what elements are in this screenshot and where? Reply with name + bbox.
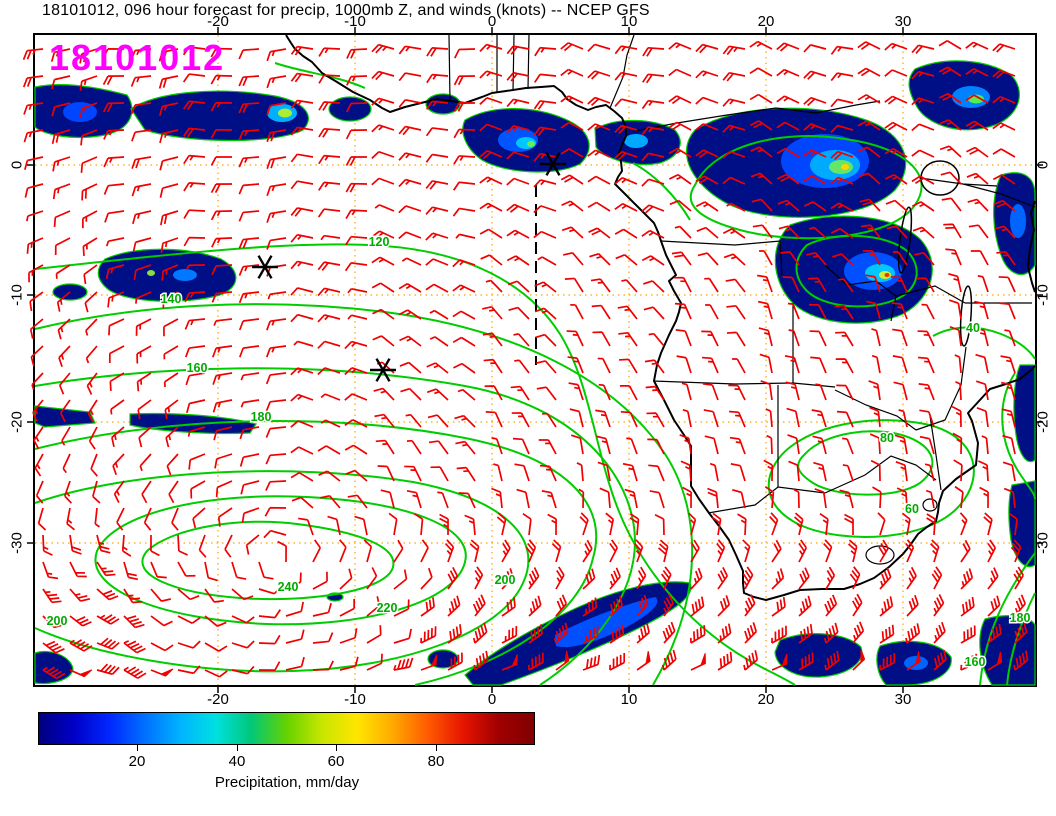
init-time-stamp: 18101012 bbox=[49, 37, 226, 78]
svg-text:180: 180 bbox=[251, 410, 272, 424]
svg-text:120: 120 bbox=[369, 235, 390, 249]
contour-240 bbox=[141, 520, 395, 601]
colorbar-tick-label: 80 bbox=[427, 753, 445, 770]
lon-tick-top: 10 bbox=[620, 13, 638, 30]
border-line bbox=[660, 240, 783, 276]
contour-200 bbox=[34, 470, 530, 673]
border-line bbox=[512, 34, 515, 92]
lon-tick-bottom: 30 bbox=[894, 691, 912, 708]
colorbar-tick-mark bbox=[237, 745, 238, 751]
precip-blob bbox=[1008, 480, 1036, 568]
contour-east-coast bbox=[1001, 372, 1036, 500]
border-line bbox=[824, 455, 937, 494]
contour-160-se bbox=[979, 552, 1036, 686]
colorbar-tick-label: 60 bbox=[327, 753, 345, 770]
precip-blob bbox=[97, 248, 237, 302]
precip-core bbox=[1010, 204, 1026, 238]
contour-180-se bbox=[1006, 592, 1036, 686]
border-line bbox=[609, 34, 635, 109]
contour-congo-loop bbox=[795, 234, 918, 308]
svg-text:240: 240 bbox=[278, 580, 299, 594]
border-line bbox=[929, 415, 942, 491]
precip-core bbox=[841, 164, 849, 170]
contour-120 bbox=[34, 243, 796, 686]
colorbar-tick-label: 20 bbox=[128, 753, 146, 770]
svg-text:60: 60 bbox=[905, 502, 919, 516]
svg-text:180: 180 bbox=[1010, 611, 1031, 625]
contour-220 bbox=[94, 495, 467, 626]
precip-core bbox=[278, 108, 292, 118]
border-line bbox=[527, 34, 530, 90]
lat-tick-left: -30 bbox=[8, 532, 26, 554]
lon-tick-bottom: 20 bbox=[757, 691, 775, 708]
svg-text:80: 80 bbox=[880, 431, 894, 445]
border-swaziland bbox=[922, 498, 938, 512]
contour-labels: 120 140 160 180 200 200 220 240 80 60 40 160 180 bbox=[45, 234, 1032, 671]
coastline-west-south bbox=[285, 34, 1036, 601]
border-lesotho bbox=[865, 545, 895, 565]
precip-core bbox=[173, 269, 197, 281]
map-plot-area: 120 140 160 180 200 200 220 240 80 60 40 160 180 181… bbox=[22, 27, 1043, 693]
precip-blob bbox=[774, 633, 863, 678]
lat-tick-left: -20 bbox=[8, 411, 26, 433]
lon-tick-bottom: 10 bbox=[620, 691, 638, 708]
lon-tick-top: 20 bbox=[757, 13, 775, 30]
svg-text:160: 160 bbox=[965, 655, 986, 669]
precip-core bbox=[63, 102, 97, 122]
svg-text:40: 40 bbox=[966, 321, 980, 335]
lake-tanganyika bbox=[897, 206, 913, 274]
lat-tick-left: 0 bbox=[8, 160, 26, 170]
contour-60-land bbox=[767, 419, 975, 538]
border-line bbox=[915, 346, 967, 431]
precip-core bbox=[884, 273, 890, 277]
border-line bbox=[962, 183, 1036, 208]
lon-tick-bottom: -20 bbox=[207, 691, 229, 708]
svg-text:160: 160 bbox=[187, 361, 208, 375]
colorbar-tick-mark bbox=[137, 745, 138, 751]
precipitation-shading bbox=[34, 60, 1036, 686]
colorbar-tick-mark bbox=[436, 745, 437, 751]
border-line bbox=[652, 380, 836, 388]
lat-tick-left: -10 bbox=[8, 284, 26, 306]
precip-blob bbox=[34, 405, 96, 428]
colorbar-label: Precipitation, mm/day bbox=[214, 774, 360, 791]
africa-coastline bbox=[285, 34, 1036, 601]
lon-tick-top: -20 bbox=[207, 13, 229, 30]
svg-text:200: 200 bbox=[495, 573, 516, 587]
lake-victoria bbox=[920, 160, 960, 196]
weather-map-svg: 120 140 160 180 200 200 220 240 80 60 40 160 180 bbox=[22, 27, 1043, 693]
coastline-east bbox=[1027, 200, 1036, 293]
figure-title: 18101012, 096 hour forecast for precip, … bbox=[42, 2, 650, 19]
contour-40-land bbox=[932, 326, 1036, 360]
contour-gabon-segment bbox=[632, 162, 691, 221]
wind-barbs bbox=[22, 40, 1029, 680]
precip-core bbox=[624, 134, 648, 148]
precip-core bbox=[147, 270, 155, 276]
lon-tick-top: 30 bbox=[894, 13, 912, 30]
contour-80-land bbox=[797, 430, 934, 496]
colorbar-tick-mark bbox=[336, 745, 337, 751]
precip-blob bbox=[1013, 364, 1036, 463]
precip-core bbox=[527, 141, 535, 147]
border-line bbox=[895, 285, 966, 304]
precip-colorbar bbox=[38, 712, 535, 745]
colorbar-tick-label: 40 bbox=[228, 753, 246, 770]
asterisk-markers bbox=[252, 152, 566, 382]
border-line bbox=[707, 486, 826, 514]
country-borders bbox=[448, 34, 1036, 565]
contour-guinea-segment bbox=[274, 62, 366, 89]
lon-tick-bottom: 0 bbox=[487, 691, 497, 708]
svg-text:140: 140 bbox=[161, 292, 182, 306]
lon-tick-top: 0 bbox=[487, 13, 497, 30]
precip-blob bbox=[328, 96, 372, 122]
lon-tick-top: -10 bbox=[344, 13, 366, 30]
svg-text:200: 200 bbox=[47, 614, 68, 628]
lon-tick-bottom: -10 bbox=[344, 691, 366, 708]
svg-text:220: 220 bbox=[377, 601, 398, 615]
border-line bbox=[448, 34, 451, 102]
